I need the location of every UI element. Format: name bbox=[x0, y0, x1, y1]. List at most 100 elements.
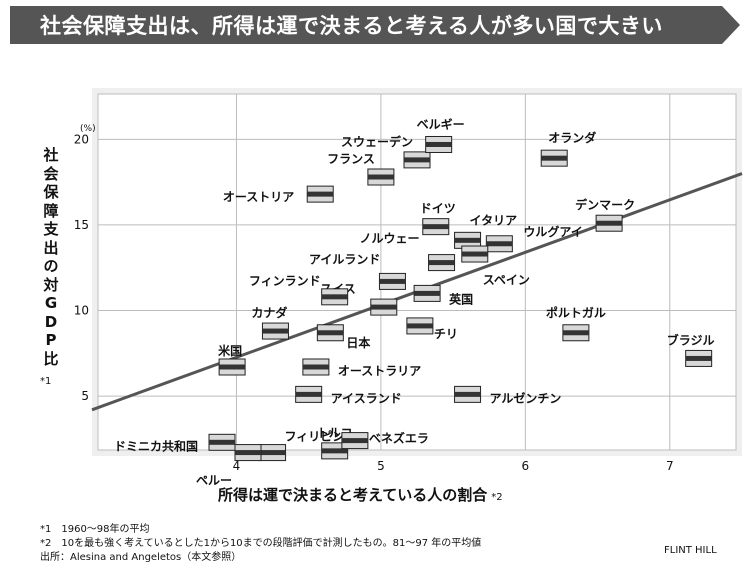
flag-stripe bbox=[219, 364, 246, 370]
data-point bbox=[378, 272, 406, 290]
point-label: オーストラリア bbox=[338, 364, 421, 378]
y-axis-label: 社会保障支出の対GDP比 bbox=[43, 146, 59, 368]
data-point bbox=[341, 432, 369, 450]
point-label: フィリピン bbox=[285, 430, 345, 444]
flag-stripe bbox=[262, 328, 289, 334]
data-point bbox=[234, 444, 262, 462]
flag-stripe bbox=[425, 141, 452, 147]
flag-stripe bbox=[541, 155, 568, 161]
point-label: フィンランド bbox=[249, 274, 321, 288]
data-point bbox=[302, 358, 330, 376]
flag-stripe bbox=[302, 364, 329, 370]
data-point bbox=[562, 324, 590, 342]
x-axis-label: 所得は運で決まると考えている人の割合 bbox=[218, 486, 488, 504]
flag-stripe bbox=[486, 241, 513, 247]
flag-stripe bbox=[367, 174, 394, 180]
flag-stripe bbox=[414, 290, 441, 296]
y-axis-label-note: *1 bbox=[40, 376, 52, 387]
data-point bbox=[367, 168, 395, 186]
flag-stripe bbox=[321, 448, 348, 454]
flag-stripe bbox=[321, 294, 348, 300]
x-tick-label: 6 bbox=[522, 459, 530, 473]
data-point bbox=[261, 322, 289, 340]
x-tick-label: 5 bbox=[377, 459, 385, 473]
data-point bbox=[485, 235, 513, 253]
chart-title: 社会保障支出は、所得は運で決まると考える人が多い国で大きい bbox=[40, 14, 663, 38]
data-point bbox=[406, 317, 434, 335]
point-label: アイルランド bbox=[309, 252, 380, 266]
flag-stripe bbox=[209, 439, 235, 445]
data-point bbox=[428, 254, 456, 272]
y-tick-label: 15 bbox=[74, 218, 89, 232]
point-label: デンマーク bbox=[575, 197, 635, 212]
point-label: カナダ bbox=[251, 305, 287, 320]
point-label: ペルー bbox=[196, 474, 232, 488]
x-axis-label-note: *2 bbox=[491, 492, 503, 503]
data-point bbox=[295, 385, 323, 403]
point-label: 日本 bbox=[346, 335, 370, 350]
flag-stripe bbox=[379, 278, 406, 284]
point-label: アルゼンチン bbox=[490, 390, 562, 405]
data-point bbox=[259, 444, 287, 462]
flag-stripe bbox=[317, 330, 344, 336]
data-point bbox=[321, 442, 349, 460]
point-label: イタリア bbox=[470, 213, 518, 227]
data-point bbox=[454, 385, 482, 403]
flag-stripe bbox=[454, 391, 481, 397]
y-tick-label: 10 bbox=[74, 304, 89, 318]
flag-stripe bbox=[562, 330, 589, 336]
data-point bbox=[685, 349, 713, 367]
data-point bbox=[306, 185, 334, 203]
flag-stripe bbox=[685, 355, 712, 361]
flag-stripe bbox=[259, 450, 286, 456]
flag-stripe bbox=[428, 260, 455, 266]
point-label: 米国 bbox=[218, 343, 242, 358]
data-point bbox=[321, 288, 349, 306]
title-banner bbox=[10, 6, 740, 44]
point-label: ベルギー bbox=[417, 116, 465, 131]
point-label: オーストリア bbox=[223, 190, 294, 204]
flag-stripe bbox=[406, 323, 433, 329]
y-tick-label: 5 bbox=[81, 389, 89, 403]
footnote-1: *1 1960～98年の平均 bbox=[40, 524, 150, 535]
data-point bbox=[403, 151, 431, 169]
point-label: チリ bbox=[434, 327, 458, 341]
plot-frame bbox=[97, 93, 737, 451]
flag-stripe bbox=[370, 304, 397, 310]
flag-stripe bbox=[422, 224, 449, 230]
data-point bbox=[218, 358, 246, 376]
data-point bbox=[370, 298, 398, 316]
point-label: スウェーデン bbox=[341, 134, 413, 149]
data-point bbox=[540, 149, 568, 167]
data-point bbox=[595, 214, 623, 232]
x-tick-label: 4 bbox=[233, 459, 241, 473]
y-tick-label: 20 bbox=[74, 132, 89, 146]
x-tick-label: 7 bbox=[666, 459, 674, 473]
data-point bbox=[413, 284, 441, 302]
point-label: アイスランド bbox=[331, 391, 402, 405]
flag-stripe bbox=[341, 438, 368, 444]
data-point bbox=[316, 324, 344, 342]
data-point bbox=[208, 433, 236, 451]
flag-stripe bbox=[596, 220, 623, 226]
flag-stripe bbox=[461, 251, 488, 257]
point-label: ドイツ bbox=[420, 202, 456, 216]
y-axis-unit: (%) bbox=[80, 124, 96, 134]
flag-stripe bbox=[307, 191, 334, 197]
data-point bbox=[425, 135, 453, 153]
point-label: オランダ bbox=[548, 130, 596, 145]
point-label: ウルグアイ bbox=[523, 224, 582, 239]
point-label: 英国 bbox=[449, 291, 473, 306]
point-label: ドミニカ共和国 bbox=[114, 438, 198, 453]
point-label: ベネズエラ bbox=[369, 431, 429, 446]
point-label: スペイン bbox=[483, 273, 530, 287]
flag-stripe bbox=[295, 391, 322, 397]
footnote-source: 出所：Alesina and Angeletos（本文参照） bbox=[40, 552, 242, 563]
footnote-2: *2 10を最も強く考えているとした1から10までの段階評価で計測したもの。81… bbox=[40, 538, 482, 549]
data-point bbox=[422, 218, 450, 236]
point-label: フランス bbox=[327, 152, 375, 166]
flag-stripe bbox=[235, 450, 261, 456]
flag-stripe bbox=[404, 157, 430, 163]
point-label: ノルウェー bbox=[360, 232, 420, 246]
